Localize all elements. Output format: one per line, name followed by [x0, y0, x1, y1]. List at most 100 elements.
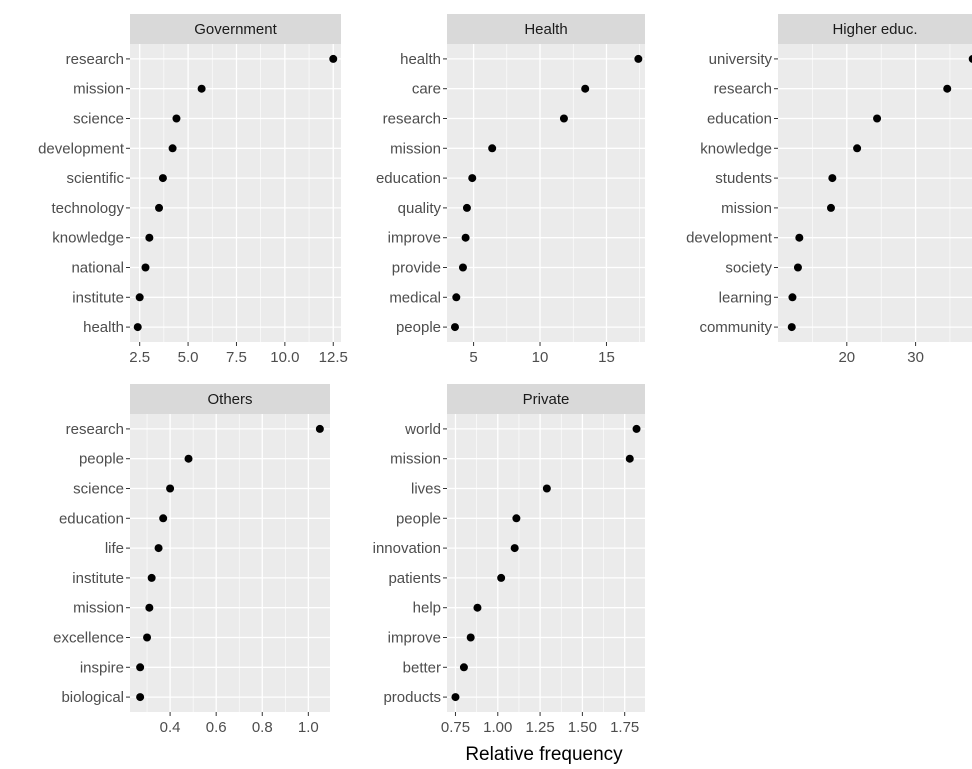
y-tick-label: improve: [388, 230, 441, 247]
x-tick-label: 0.6: [206, 719, 227, 736]
facet-government: Government research mission science developm…: [38, 14, 348, 366]
y-tick-label: people: [396, 510, 441, 527]
data-point-research: [559, 114, 568, 123]
data-point-national: [141, 263, 150, 272]
x-tick-label: 5.0: [178, 349, 199, 366]
data-point-scientific: [158, 174, 167, 183]
panel-background: [447, 414, 645, 712]
x-tick-label: 7.5: [226, 349, 247, 366]
data-point-health: [634, 54, 643, 63]
facet-strip: [447, 384, 645, 414]
facet-health: Health health care research mission education…: [376, 14, 645, 366]
y-tick-label: institute: [72, 570, 124, 587]
facet-strip-label: Government: [194, 21, 277, 38]
y-tick-label: mission: [721, 200, 772, 217]
y-tick-label: mission: [73, 81, 124, 98]
data-point-development: [168, 144, 177, 153]
data-point-education: [873, 114, 882, 123]
data-points: [136, 424, 324, 702]
facet-strip-label: Private: [523, 391, 570, 408]
data-point-mission: [197, 84, 206, 93]
data-points: [450, 54, 643, 332]
y-tick-label: help: [413, 600, 441, 617]
facet-higher-educ: Higher educ. university research education k…: [686, 14, 972, 366]
y-tick-label: lives: [411, 481, 441, 498]
data-point-knowledge: [145, 233, 154, 242]
y-tick-label: science: [73, 111, 124, 128]
data-point-society: [793, 263, 802, 272]
data-point-research: [329, 54, 338, 63]
data-point-excellence: [143, 633, 152, 642]
y-tick-label: people: [396, 319, 441, 336]
data-point-science: [172, 114, 181, 123]
y-tick-label: people: [79, 451, 124, 468]
y-tick-label: development: [686, 230, 773, 247]
data-point-biological: [136, 693, 145, 702]
data-point-development: [795, 233, 804, 242]
data-point-lives: [542, 484, 551, 493]
data-point-medical: [452, 293, 461, 302]
y-tick-label: health: [400, 51, 441, 68]
data-point-care: [581, 84, 590, 93]
y-tick-label: research: [66, 51, 124, 68]
data-point-community: [787, 323, 796, 332]
data-point-people: [184, 454, 193, 463]
data-point-technology: [155, 203, 164, 212]
data-point-life: [154, 544, 163, 553]
y-tick-label: inspire: [80, 659, 124, 676]
data-point-people: [450, 323, 459, 332]
y-tick-label: biological: [61, 689, 124, 706]
y-tick-label: science: [73, 481, 124, 498]
y-tick-label: development: [38, 140, 125, 157]
y-tick-label: university: [709, 51, 773, 68]
x-tick-label: 10.0: [270, 349, 299, 366]
x-tick-label: 0.8: [252, 719, 273, 736]
facet-strip: [778, 14, 972, 44]
y-tick-label: learning: [719, 289, 772, 306]
y-tick-label: community: [699, 319, 772, 336]
data-point-provide: [458, 263, 467, 272]
y-tick-label: provide: [392, 260, 441, 277]
facet-strip: [130, 384, 330, 414]
x-axis-title: Relative frequency: [465, 744, 623, 765]
y-tick-label: mission: [390, 140, 441, 157]
facet-others: Others research people science education life…: [53, 384, 330, 736]
y-tick-label: scientific: [66, 170, 124, 187]
data-point-world: [632, 424, 641, 433]
data-point-products: [451, 693, 460, 702]
y-tick-label: quality: [398, 200, 442, 217]
y-tick-label: medical: [389, 289, 441, 306]
data-points: [133, 54, 338, 332]
facet-private: Private world mission lives people innovation…: [373, 384, 645, 736]
data-point-knowledge: [853, 144, 862, 153]
panel-background: [778, 44, 972, 342]
data-points: [787, 54, 972, 332]
data-point-institute: [147, 573, 156, 582]
x-tick-label: 10: [532, 349, 549, 366]
data-point-mission: [826, 203, 835, 212]
data-point-research: [943, 84, 952, 93]
data-point-inspire: [136, 663, 145, 672]
facet-strip-label: Others: [207, 391, 252, 408]
data-point-mission: [488, 144, 497, 153]
y-tick-label: education: [707, 111, 772, 128]
x-tick-label: 20: [838, 349, 855, 366]
y-tick-label: research: [66, 421, 124, 438]
data-point-innovation: [510, 544, 519, 553]
x-tick-label: 15: [598, 349, 615, 366]
data-point-people: [512, 514, 521, 523]
data-point-better: [459, 663, 468, 672]
x-tick-label: 30: [907, 349, 924, 366]
y-tick-label: education: [376, 170, 441, 187]
data-point-patients: [497, 573, 506, 582]
y-tick-label: knowledge: [52, 230, 124, 247]
data-point-help: [473, 603, 482, 612]
x-tick-label: 0.75: [441, 719, 470, 736]
data-points: [451, 424, 641, 702]
y-tick-label: knowledge: [700, 140, 772, 157]
data-point-education: [159, 514, 168, 523]
data-point-mission: [625, 454, 634, 463]
data-point-improve: [466, 633, 475, 642]
y-tick-label: mission: [390, 451, 441, 468]
